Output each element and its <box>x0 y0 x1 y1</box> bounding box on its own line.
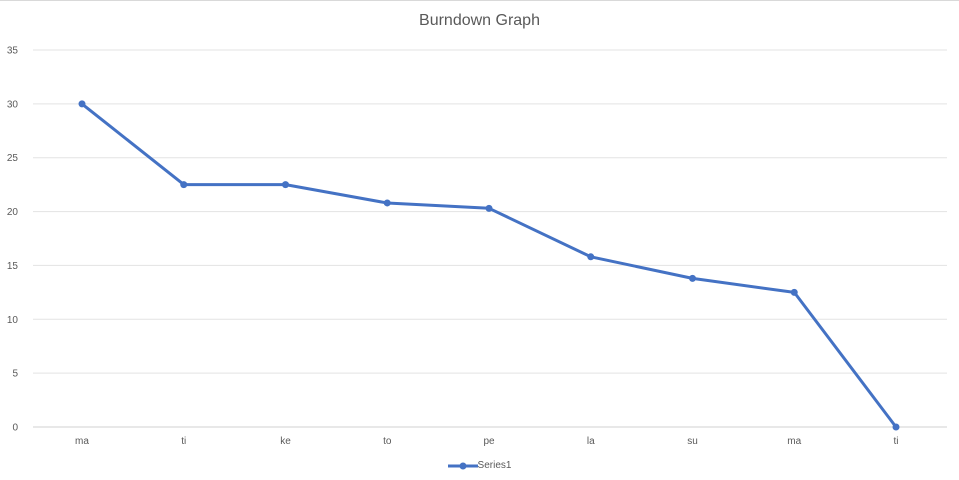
x-tick-label: ti <box>181 436 186 447</box>
y-tick-label: 15 <box>7 261 19 272</box>
data-point <box>383 199 391 207</box>
y-tick-label: 5 <box>12 369 18 380</box>
y-tick-label: 30 <box>7 99 19 110</box>
data-point <box>485 204 493 212</box>
y-tick-label: 35 <box>7 46 19 57</box>
x-tick-label: ti <box>894 436 899 447</box>
data-point <box>892 423 900 431</box>
data-point <box>587 253 595 261</box>
legend-swatch <box>447 462 478 469</box>
x-tick-label: ma <box>787 436 801 447</box>
y-tick-label: 0 <box>12 423 18 434</box>
legend: Series1 <box>0 460 959 471</box>
x-tick-label: la <box>587 436 595 447</box>
data-point <box>78 100 86 108</box>
x-tick-label: to <box>383 436 392 447</box>
data-point <box>282 181 289 189</box>
y-tick-label: 20 <box>7 207 19 218</box>
y-tick-label: 10 <box>7 315 19 326</box>
data-point <box>790 288 798 296</box>
data-point <box>689 274 696 282</box>
y-tick-label: 25 <box>7 153 19 164</box>
chart-title: Burndown Graph <box>419 12 540 29</box>
legend-label-series1: Series1 <box>477 460 512 471</box>
x-tick-label: ke <box>280 436 291 447</box>
data-point <box>180 181 188 189</box>
x-tick-label: su <box>687 436 698 447</box>
x-tick-label: ma <box>75 436 89 447</box>
x-tick-label: pe <box>483 436 495 447</box>
